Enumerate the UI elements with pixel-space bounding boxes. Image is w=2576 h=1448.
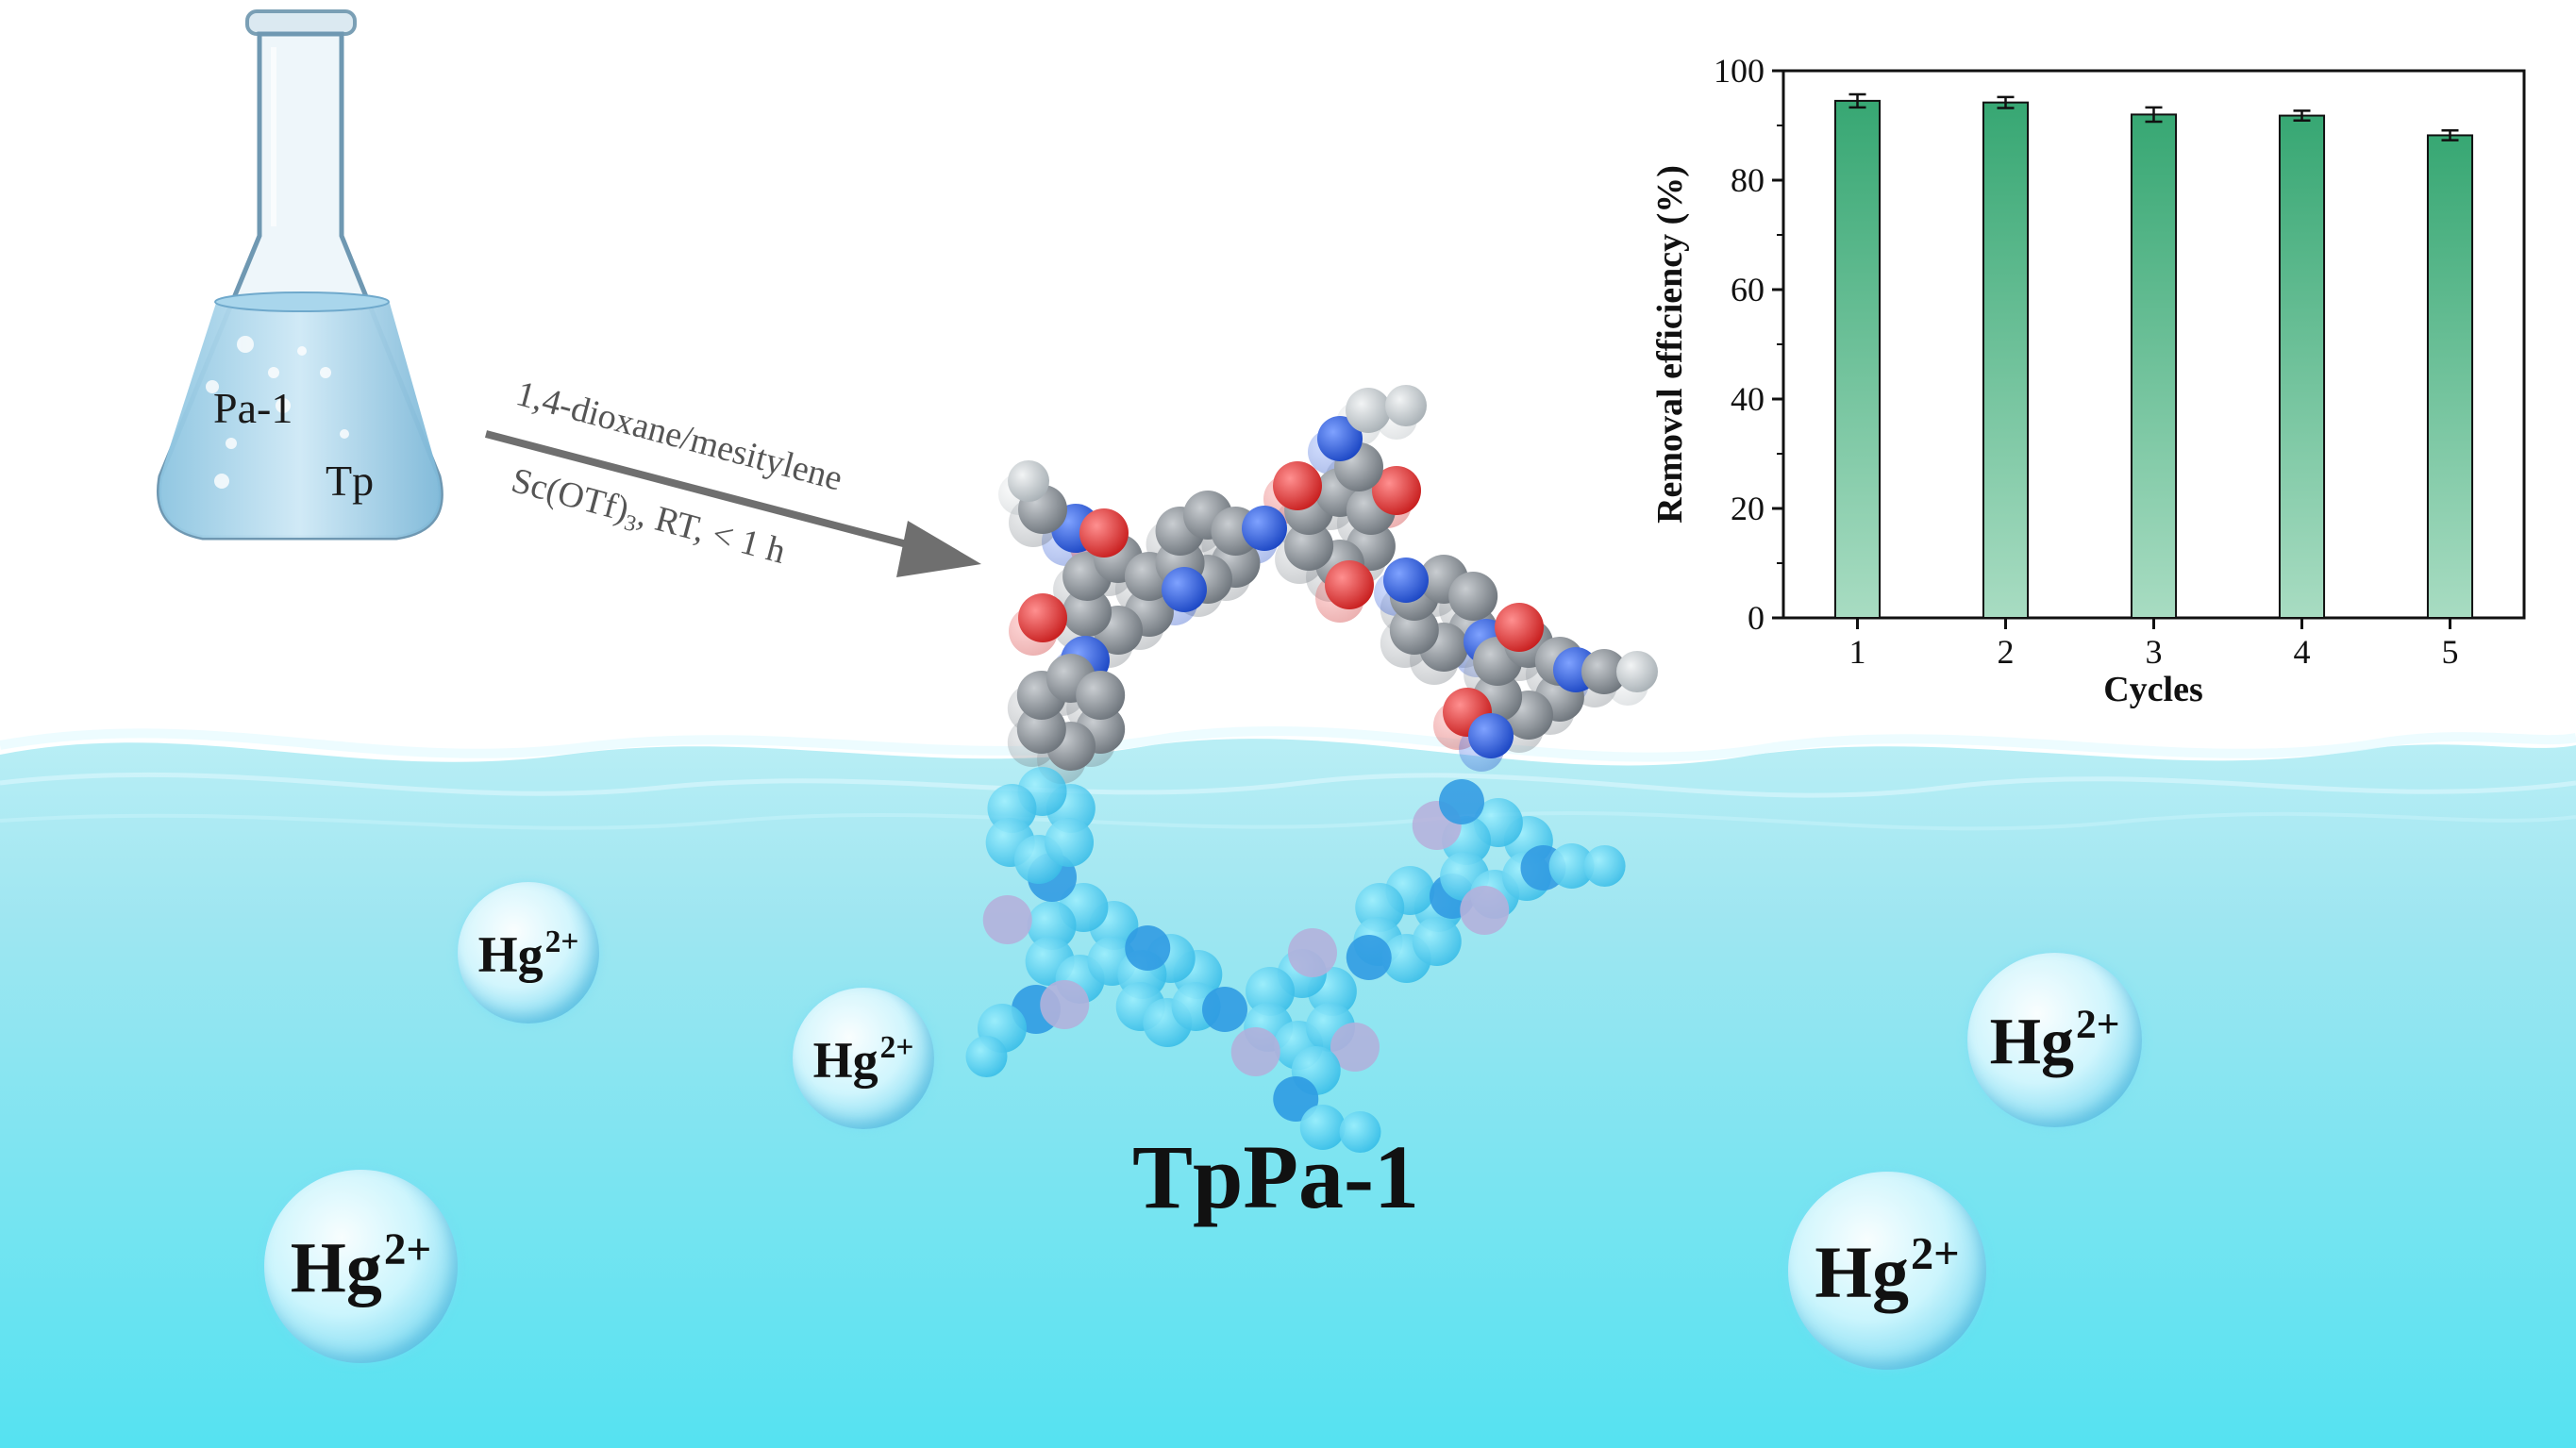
hg-ion-bubble: Hg2+	[1967, 953, 2142, 1127]
chart-y-axis: 0 20 40 60 80 100	[1714, 52, 1783, 637]
chart-y-tick-label: 0	[1748, 599, 1765, 637]
reflected-atom	[1548, 843, 1595, 889]
oxygen-atom	[1372, 466, 1421, 515]
hg-ion-label: Hg2+	[1815, 1229, 1960, 1313]
reflected-atom	[1125, 925, 1171, 971]
oxygen-atom	[1018, 593, 1067, 642]
hg-ion-label: Hg2+	[812, 1029, 914, 1089]
hydrogen-atom	[1385, 385, 1427, 426]
flask-rim	[245, 9, 357, 36]
removal-efficiency-chart: 0 20 40 60 80 100 1 2 3 4 5 Removal efficiency (%…	[1650, 52, 2526, 709]
product-name: TpPa-1	[1132, 1126, 1419, 1227]
reflected-atom	[1230, 1027, 1280, 1076]
chart-bars	[1833, 92, 2474, 619]
flask	[157, 9, 443, 541]
hydrogen-atom	[1346, 388, 1391, 433]
carbon-atom	[1389, 606, 1439, 655]
reflected-atom	[1027, 901, 1077, 950]
reflected-atom	[1330, 1023, 1380, 1072]
carbon-atom	[1448, 572, 1498, 621]
chart-x-tick-label: 1	[1849, 633, 1866, 671]
nitrogen-atom	[1317, 416, 1363, 461]
flask-label-pa1: Pa-1	[213, 384, 293, 432]
reflected-atom	[1412, 917, 1462, 966]
reflected-atom	[1583, 845, 1626, 887]
flask-liquid-surface	[214, 291, 390, 312]
nitrogen-atom	[1162, 567, 1207, 612]
reflected-atom	[1439, 779, 1484, 824]
carbon-atom	[1016, 705, 1066, 754]
chart-y-axis-label: Removal efficiency (%)	[1650, 165, 1690, 524]
chart-x-tick-label: 4	[2294, 633, 2311, 671]
hg-ion-bubble: Hg2+	[458, 882, 599, 1024]
reflected-atom	[1299, 1105, 1346, 1150]
oxygen-atom	[1495, 603, 1544, 652]
water-ripple-line	[0, 772, 2576, 798]
reflected-atom	[1288, 928, 1337, 977]
hg-ion-label: Hg2+	[477, 924, 579, 983]
nitrogen-atom	[1468, 713, 1514, 758]
reflected-atom	[1339, 1111, 1381, 1153]
hydrogen-atom	[1616, 651, 1658, 692]
tppa1-molecule	[998, 385, 1658, 784]
reaction-arrow	[484, 430, 981, 577]
flask-bubbles	[206, 336, 349, 489]
reflected-atom	[1273, 1076, 1319, 1122]
reflected-atom	[1246, 967, 1296, 1016]
carbon-atom	[1284, 522, 1334, 571]
carbon-atom	[1062, 588, 1112, 637]
chart-bar	[1982, 101, 2030, 619]
hg-ion-label: Hg2+	[1989, 1002, 2120, 1078]
reflected-atom	[1040, 980, 1090, 1029]
reflected-atom	[1045, 818, 1095, 867]
carbon-atom	[1581, 649, 1627, 694]
reflected-atom	[1202, 987, 1247, 1032]
chart-bar	[2130, 113, 2178, 619]
chart-bar	[2278, 114, 2326, 619]
water-surface-highlight	[0, 726, 2576, 762]
chart-y-tick-label: 40	[1731, 380, 1765, 418]
chart-y-tick-label: 60	[1731, 271, 1765, 308]
chart-y-tick-label: 20	[1731, 490, 1765, 527]
carbon-atom	[1076, 671, 1126, 720]
flask-label-tp: Tp	[326, 457, 374, 505]
hg-ion-bubble: Hg2+	[264, 1170, 458, 1363]
nitrogen-atom	[1383, 558, 1429, 603]
chart-y-tick-label: 100	[1714, 52, 1765, 90]
chart-x-axis-label: Cycles	[2103, 670, 2203, 709]
hg-ion-bubble: Hg2+	[793, 988, 934, 1129]
chart-x-tick-label: 2	[1998, 633, 2015, 671]
nitrogen-atom	[1242, 506, 1287, 551]
chart-x-tick-label: 3	[2146, 633, 2163, 671]
reflected-atom	[1460, 886, 1510, 935]
flask-liquid	[159, 300, 442, 538]
chart-bar	[1833, 99, 1882, 619]
oxygen-atom	[1079, 508, 1129, 558]
chart-x-axis: 1 2 3 4 5	[1849, 618, 2459, 671]
oxygen-atom	[1273, 461, 1322, 510]
chart-x-tick-label: 5	[2442, 633, 2459, 671]
water-ripple-line	[0, 811, 2576, 831]
reflected-atom	[965, 1036, 1008, 1077]
chart-bar	[2426, 134, 2474, 619]
hydrogen-atom	[1008, 460, 1049, 502]
oxygen-atom	[1325, 560, 1374, 609]
hg-ion-label: Hg2+	[290, 1225, 432, 1308]
chart-y-tick-label: 80	[1731, 161, 1765, 199]
reflected-atom	[982, 895, 1032, 944]
tppa1-molecule-reflection	[965, 767, 1626, 1153]
reflected-atom	[1346, 935, 1392, 980]
hg-ion-bubble: Hg2+	[1788, 1172, 1986, 1370]
